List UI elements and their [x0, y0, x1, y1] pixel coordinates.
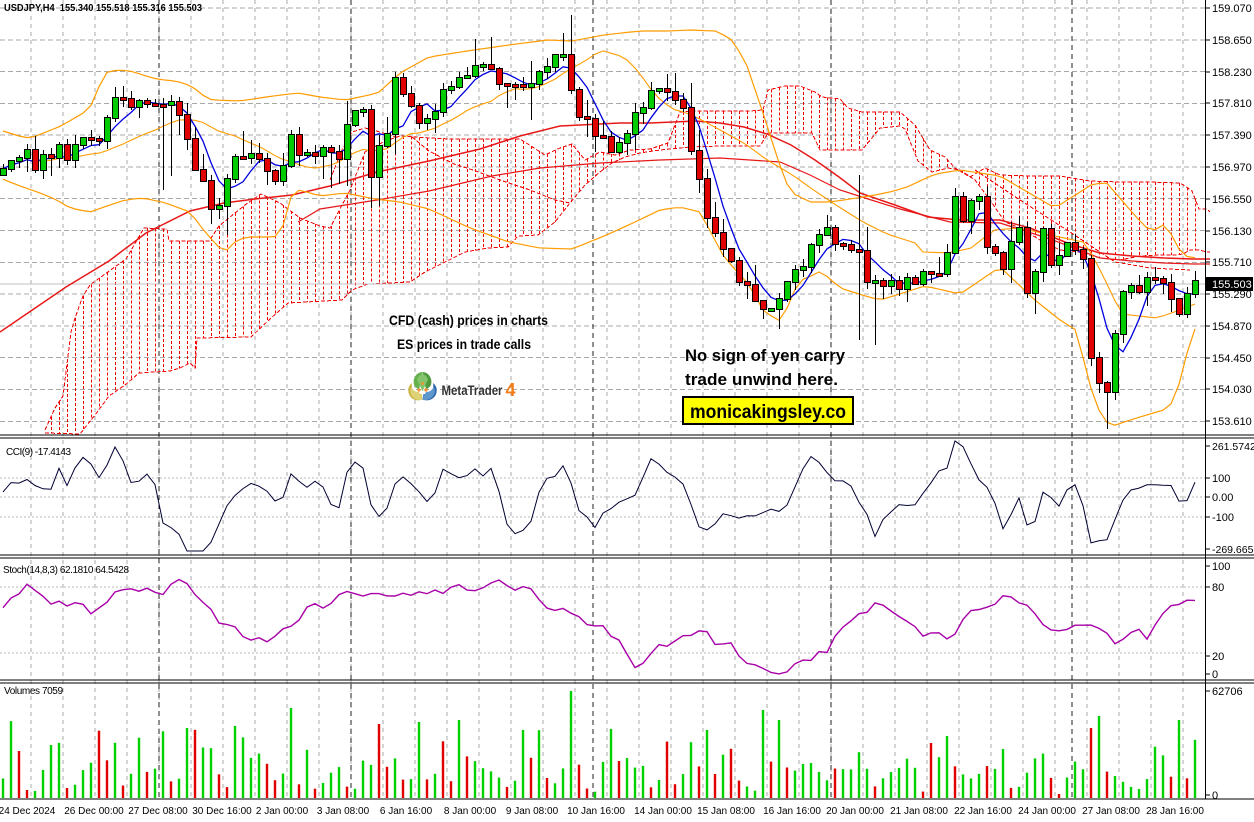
svg-text:9 Jan 08:00: 9 Jan 08:00: [506, 806, 559, 817]
svg-text:3 Jan 08:00: 3 Jan 08:00: [317, 806, 370, 817]
svg-text:62706: 62706: [1212, 686, 1243, 698]
svg-text:261.5742: 261.5742: [1212, 441, 1254, 453]
svg-text:100: 100: [1212, 561, 1230, 573]
svg-text:0: 0: [1212, 790, 1218, 802]
svg-text:-269.6655: -269.6655: [1212, 544, 1254, 556]
svg-text:trade unwind here.: trade unwind here.: [685, 370, 838, 389]
svg-text:158.230: 158.230: [1212, 67, 1252, 79]
svg-text:Volumes 7059: Volumes 7059: [4, 686, 63, 697]
svg-text:USDJPY,H4 155.340 155.518 155: USDJPY,H4 155.340 155.518 155.316 155.50…: [4, 2, 202, 14]
svg-text:155.503: 155.503: [1212, 279, 1252, 291]
svg-text:monicakingsley.co: monicakingsley.co: [690, 402, 846, 423]
svg-text:Stoch(14,8,3) 62.1810 64.5428: Stoch(14,8,3) 62.1810 64.5428: [3, 565, 129, 576]
svg-text:100: 100: [1212, 473, 1230, 485]
svg-text:80: 80: [1212, 582, 1224, 594]
svg-text:CCI(9) -17.4143: CCI(9) -17.4143: [6, 447, 71, 458]
svg-text:4: 4: [506, 380, 516, 400]
svg-text:156.130: 156.130: [1212, 226, 1252, 238]
svg-text:24 Jan 00:00: 24 Jan 00:00: [1018, 806, 1076, 817]
svg-text:159.070: 159.070: [1212, 3, 1252, 15]
svg-text:156.550: 156.550: [1212, 194, 1252, 206]
svg-text:28 Jan 16:00: 28 Jan 16:00: [1146, 806, 1204, 817]
svg-text:22 Jan 16:00: 22 Jan 16:00: [954, 806, 1012, 817]
svg-text:155.710: 155.710: [1212, 257, 1252, 269]
svg-text:2 Jan 00:00: 2 Jan 00:00: [256, 806, 309, 817]
svg-text:CFD (cash) prices in charts: CFD (cash) prices in charts: [389, 313, 548, 328]
svg-text:6 Jan 16:00: 6 Jan 16:00: [380, 806, 433, 817]
svg-text:156.970: 156.970: [1212, 162, 1252, 174]
svg-text:16 Jan 16:00: 16 Jan 16:00: [763, 806, 821, 817]
svg-text:158.650: 158.650: [1212, 35, 1252, 47]
svg-text:14 Jan 00:00: 14 Jan 00:00: [634, 806, 692, 817]
svg-text:-100: -100: [1212, 512, 1234, 524]
svg-text:MetaTrader: MetaTrader: [442, 383, 504, 398]
svg-text:24 Dec 2024: 24 Dec 2024: [0, 806, 56, 817]
svg-text:26 Dec 00:00: 26 Dec 00:00: [64, 806, 124, 817]
svg-text:20 Jan 00:00: 20 Jan 00:00: [826, 806, 884, 817]
svg-text:No sign of yen carry: No sign of yen carry: [685, 346, 846, 365]
svg-text:0: 0: [1212, 669, 1218, 681]
svg-text:21 Jan 08:00: 21 Jan 08:00: [890, 806, 948, 817]
svg-text:157.390: 157.390: [1212, 130, 1252, 142]
svg-text:30 Dec 16:00: 30 Dec 16:00: [192, 806, 252, 817]
svg-text:8 Jan 00:00: 8 Jan 00:00: [444, 806, 497, 817]
svg-text:15 Jan 08:00: 15 Jan 08:00: [697, 806, 755, 817]
svg-text:155.290: 155.290: [1212, 289, 1252, 301]
svg-text:157.810: 157.810: [1212, 98, 1252, 110]
svg-text:10 Jan 16:00: 10 Jan 16:00: [567, 806, 625, 817]
svg-text:27 Dec 08:00: 27 Dec 08:00: [128, 806, 188, 817]
svg-text:20: 20: [1212, 651, 1224, 663]
svg-text:27 Jan 08:00: 27 Jan 08:00: [1082, 806, 1140, 817]
svg-text:154.450: 154.450: [1212, 353, 1252, 365]
svg-text:154.870: 154.870: [1212, 321, 1252, 333]
svg-text:ES prices in trade calls: ES prices in trade calls: [397, 337, 531, 352]
svg-text:153.610: 153.610: [1212, 416, 1252, 428]
svg-text:154.030: 154.030: [1212, 384, 1252, 396]
svg-text:0.00: 0.00: [1212, 492, 1233, 504]
